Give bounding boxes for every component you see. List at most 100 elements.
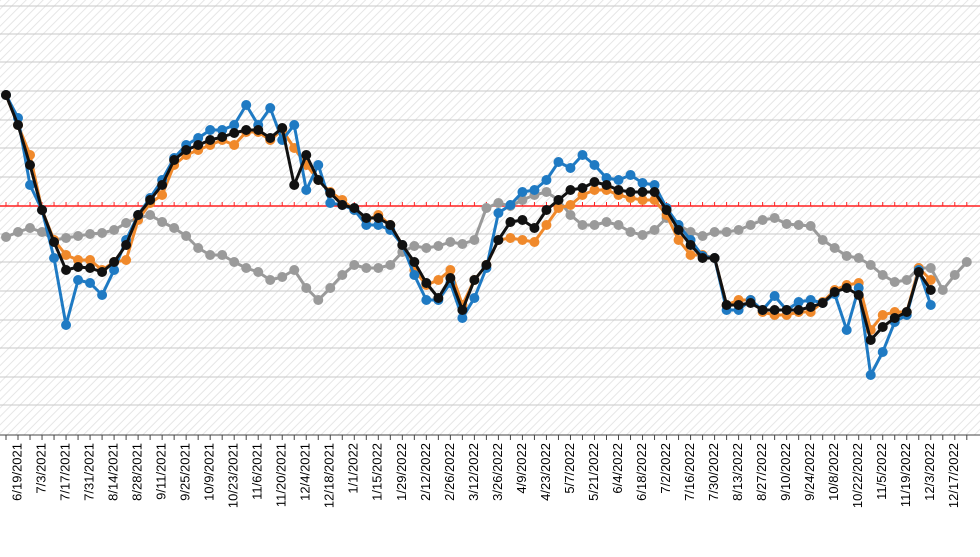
data-point <box>541 175 552 185</box>
data-point <box>577 150 588 160</box>
data-point <box>613 220 624 230</box>
data-point <box>745 220 756 230</box>
data-point <box>97 228 108 238</box>
data-point <box>517 195 528 205</box>
data-point <box>385 220 396 230</box>
data-point <box>685 240 696 250</box>
data-point <box>793 297 804 307</box>
data-point <box>733 225 744 235</box>
x-tick-label: 1/29/2022 <box>394 443 409 501</box>
data-point <box>709 227 720 237</box>
data-point <box>289 265 300 275</box>
data-point <box>85 278 96 288</box>
x-tick-label: 8/14/2021 <box>106 443 121 501</box>
data-point <box>769 291 780 301</box>
data-point <box>181 145 192 155</box>
data-point <box>721 227 732 237</box>
data-point <box>757 305 768 315</box>
data-point <box>949 270 960 280</box>
data-point <box>841 251 852 261</box>
data-point <box>553 157 564 167</box>
x-tick-label: 8/27/2022 <box>754 443 769 501</box>
data-point <box>577 183 588 193</box>
data-point <box>661 205 672 215</box>
x-tick-label: 11/6/2021 <box>250 443 265 500</box>
data-point <box>889 313 900 323</box>
grid <box>0 5 980 406</box>
data-point <box>25 180 36 190</box>
data-point <box>373 220 384 230</box>
data-point <box>205 125 216 135</box>
data-point <box>73 231 84 241</box>
data-point <box>121 218 132 228</box>
x-tick-label: 9/24/2022 <box>802 443 817 501</box>
data-point <box>313 160 324 170</box>
data-point <box>289 180 300 190</box>
data-point <box>349 260 360 270</box>
data-point <box>805 302 816 312</box>
data-point <box>97 267 108 277</box>
data-point <box>433 275 444 285</box>
data-point <box>265 103 276 113</box>
data-point <box>601 217 612 227</box>
data-point <box>925 285 936 295</box>
data-point <box>421 295 432 305</box>
data-point <box>277 272 288 282</box>
x-tick-label: 12/4/2021 <box>298 443 313 501</box>
data-point <box>61 320 72 330</box>
x-tick-label: 7/30/2022 <box>706 443 721 501</box>
data-point <box>433 293 444 303</box>
data-point <box>157 190 168 200</box>
data-point <box>709 253 720 263</box>
data-point <box>817 235 828 245</box>
data-point <box>565 185 576 195</box>
data-point <box>865 260 876 270</box>
data-point <box>301 150 312 160</box>
data-point <box>901 275 912 285</box>
data-point <box>265 133 276 143</box>
data-point <box>13 227 24 237</box>
data-point <box>409 270 420 280</box>
data-point <box>445 237 456 247</box>
data-point <box>829 243 840 253</box>
data-point <box>325 188 336 198</box>
data-point <box>25 160 36 170</box>
data-point <box>385 260 396 270</box>
data-point <box>229 128 240 138</box>
data-point <box>61 250 72 260</box>
data-point <box>601 173 612 183</box>
x-tick-label: 10/9/2021 <box>202 443 217 501</box>
data-point <box>505 217 516 227</box>
data-point <box>865 335 876 345</box>
x-tick-label: 7/31/2021 <box>82 443 97 501</box>
data-point <box>541 187 552 197</box>
x-tick-label: 10/23/2021 <box>226 443 241 508</box>
x-tick-label: 3/12/2022 <box>466 443 481 501</box>
data-point <box>349 203 360 213</box>
data-point <box>469 235 480 245</box>
data-point <box>589 177 600 187</box>
data-point <box>589 185 600 195</box>
data-point <box>625 187 636 197</box>
x-tick-label: 12/18/2021 <box>322 443 337 508</box>
x-tick-label: 9/11/2021 <box>154 443 169 500</box>
data-point <box>289 120 300 130</box>
data-point <box>853 253 864 263</box>
data-point <box>121 255 132 265</box>
data-point <box>481 260 492 270</box>
x-tick-label: 6/18/2022 <box>634 443 649 501</box>
data-point <box>565 200 576 210</box>
data-point <box>637 195 648 205</box>
data-point <box>649 180 660 190</box>
data-point <box>613 175 624 185</box>
data-point <box>673 235 684 245</box>
data-point <box>13 120 24 130</box>
data-point <box>625 227 636 237</box>
data-point <box>853 283 864 293</box>
data-point <box>313 295 324 305</box>
data-point <box>145 195 156 205</box>
x-tick-label: 4/23/2022 <box>538 443 553 501</box>
data-point <box>877 322 888 332</box>
data-point <box>445 265 456 275</box>
